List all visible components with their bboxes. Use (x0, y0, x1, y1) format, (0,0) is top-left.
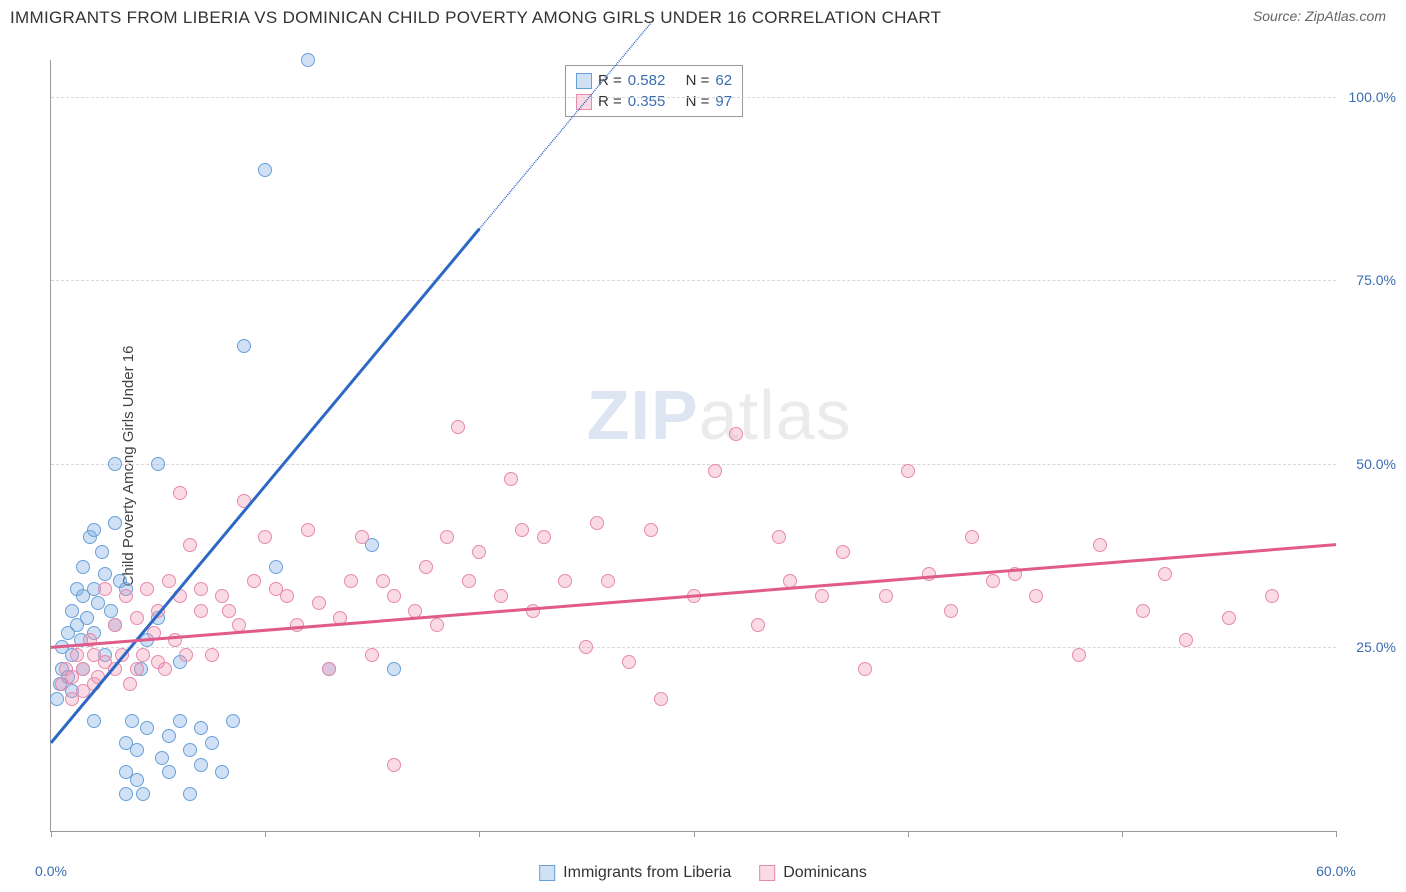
y-tick-label: 25.0% (1341, 639, 1396, 655)
trendline-layer (51, 60, 1336, 831)
x-tick (51, 831, 52, 837)
x-tick-label: 0.0% (35, 863, 67, 879)
legend-item-dominicans: Dominicans (759, 864, 867, 882)
x-tick (694, 831, 695, 837)
series-legend: Immigrants from Liberia Dominicans (539, 864, 867, 882)
chart-container: Child Poverty Among Girls Under 16 ZIPat… (0, 40, 1406, 892)
trendline-extrapolated (479, 23, 650, 229)
legend-item-liberia: Immigrants from Liberia (539, 864, 731, 882)
y-tick-label: 50.0% (1341, 456, 1396, 472)
x-tick (265, 831, 266, 837)
chart-title: IMMIGRANTS FROM LIBERIA VS DOMINICAN CHI… (10, 8, 941, 28)
x-tick (1336, 831, 1337, 837)
trendline (51, 229, 479, 743)
x-tick (479, 831, 480, 837)
swatch-liberia-icon (539, 865, 555, 881)
x-tick (1122, 831, 1123, 837)
y-tick-label: 75.0% (1341, 272, 1396, 288)
swatch-dominicans-icon (759, 865, 775, 881)
trendline (51, 545, 1336, 648)
source-attribution: Source: ZipAtlas.com (1253, 8, 1386, 24)
x-tick (908, 831, 909, 837)
x-tick-label: 60.0% (1316, 863, 1356, 879)
plot-area: ZIPatlas R = 0.582 N = 62 R = 0.355 N = … (50, 60, 1336, 832)
y-tick-label: 100.0% (1341, 89, 1396, 105)
